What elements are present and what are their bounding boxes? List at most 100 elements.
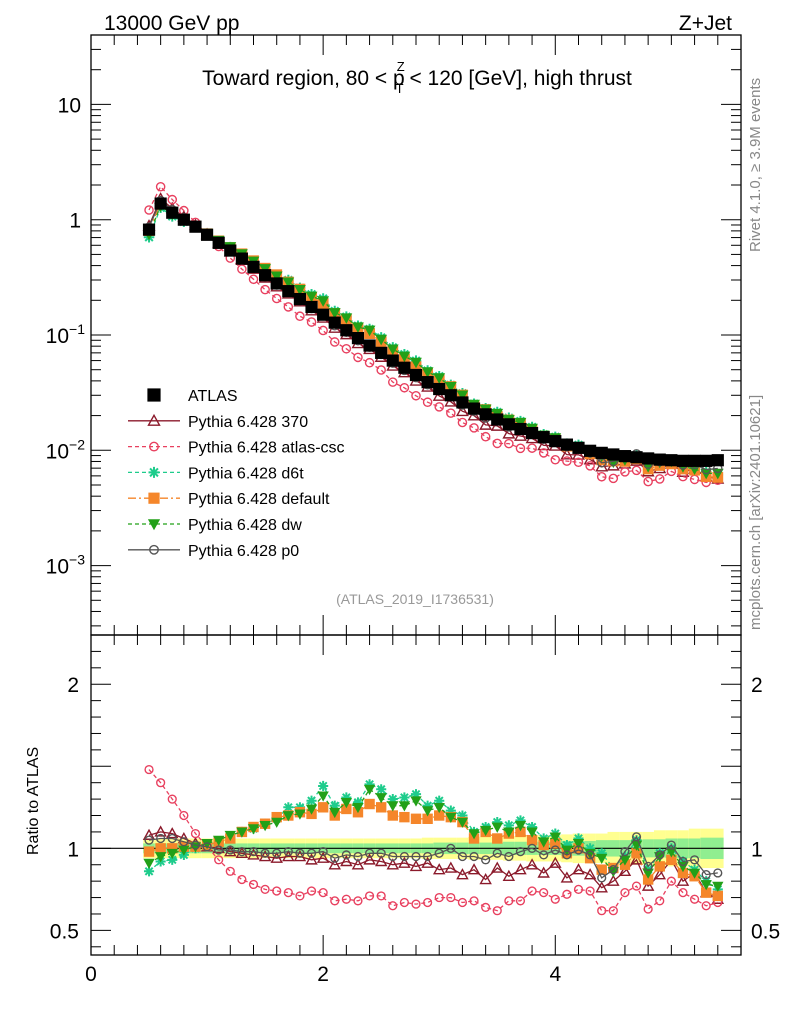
- ratio-point-p370: [409, 859, 423, 872]
- ratio-point-dw: [596, 853, 608, 865]
- ratio-point-p0: [527, 843, 537, 853]
- ratio-line-p370: [148, 831, 719, 900]
- data-point-atlas_csc: [271, 293, 282, 304]
- ratio-point-atlas_csc: [283, 888, 293, 898]
- ratio-point-d6t: [585, 843, 596, 854]
- ratio-point-atlas_csc: [678, 888, 688, 898]
- ratio-point-dw: [294, 809, 306, 820]
- ratio-y-tick-label-right: 0.5: [751, 920, 780, 943]
- data-point-dw: [305, 291, 318, 303]
- ratio-point-p0: [283, 847, 293, 857]
- data-point-atlas_csc: [376, 365, 386, 375]
- ratio-point-d6t: [434, 795, 445, 806]
- ratio-point-atlas_csc: [481, 902, 491, 913]
- ratio-point-p370: [676, 874, 690, 886]
- ratio-point-p0: [422, 851, 433, 862]
- ratio-point-p0: [388, 851, 398, 862]
- ratio-point-atlas_csc: [190, 828, 201, 839]
- data-point-atlas: [444, 389, 457, 402]
- ratio-point-d6t: [457, 810, 468, 821]
- data-point-atlas: [200, 228, 214, 241]
- ratio-point-dw: [445, 812, 457, 824]
- ratio-point-p0: [562, 850, 572, 860]
- ratio-point-dw: [224, 830, 236, 842]
- ratio-point-p0: [214, 845, 224, 855]
- plot-title-sub: T: [396, 81, 404, 96]
- ratio-point-dw: [363, 784, 376, 796]
- data-point-p370: [479, 418, 493, 430]
- ratio-point-atlas_csc: [156, 778, 166, 788]
- ratio-point-p370: [583, 868, 597, 880]
- ratio-point-p0: [701, 869, 711, 880]
- ratio-point-p370: [328, 858, 341, 870]
- data-point-atlas: [607, 448, 620, 461]
- data-point-atlas: [618, 450, 632, 463]
- ratio-point-dw: [688, 868, 701, 879]
- ratio-point-p370: [502, 869, 516, 881]
- plot-title-post: < 120 [GeV], high thrust: [404, 67, 632, 90]
- ratio-point-default: [375, 802, 387, 813]
- data-point-atlas_csc: [527, 443, 537, 453]
- ratio-point-d6t: [283, 802, 294, 813]
- ratio-point-p0: [539, 850, 549, 860]
- data-point-dw: [433, 373, 446, 384]
- ratio-point-dw: [479, 825, 492, 837]
- series-ratio-atlas_csc: [144, 764, 723, 916]
- series-ratio-p0: [144, 832, 723, 883]
- ratio-point-p370: [363, 853, 376, 865]
- ratio-point-p0: [318, 847, 328, 857]
- ratio-point-p0: [713, 868, 723, 878]
- process-label: Z+Jet: [679, 12, 732, 35]
- ratio-point-atlas_csc: [306, 886, 317, 896]
- data-point-dw: [328, 308, 341, 319]
- ratio-point-dw: [166, 848, 178, 860]
- data-point-atlas: [642, 452, 655, 465]
- data-point-atlas_csc: [248, 274, 259, 285]
- ratio-point-p0: [678, 856, 688, 867]
- y-tick-label: 1: [69, 210, 81, 233]
- ratio-point-p0: [515, 847, 526, 857]
- ratio-point-p0: [504, 851, 514, 862]
- ratio-point-p370: [351, 858, 365, 870]
- data-point-atlas_csc: [492, 438, 503, 449]
- data-point-atlas: [560, 438, 573, 451]
- series-line-atlas_csc: [148, 185, 718, 484]
- ratio-point-p0: [446, 843, 456, 853]
- ratio-point-dw: [433, 802, 445, 814]
- ratio-point-p0: [585, 850, 595, 860]
- data-point-dw: [363, 325, 376, 337]
- data-point-atlas: [305, 300, 318, 314]
- ratio-point-atlas_csc: [364, 891, 375, 901]
- ratio-point-default: [410, 813, 422, 824]
- x-tick-label: 0: [85, 963, 97, 986]
- ratio-point-atlas_csc: [573, 884, 584, 894]
- data-point-atlas_csc: [283, 302, 294, 312]
- data-point-p370: [432, 389, 446, 401]
- data-point-atlas: [398, 361, 411, 374]
- legend-label: ATLAS: [188, 388, 238, 405]
- ratio-point-p370: [525, 858, 539, 870]
- ratio-point-p370: [224, 845, 237, 857]
- plot-title-sup: Z: [397, 59, 405, 74]
- ratio-point-atlas_csc: [504, 896, 514, 906]
- ratio-point-atlas_csc: [631, 881, 642, 891]
- ratio-point-default: [399, 811, 410, 823]
- energy-label: 13000 GeV pp: [104, 12, 239, 35]
- legend-entry-p0: Pythia 6.428 p0: [128, 543, 299, 560]
- data-point-atlas: [259, 269, 272, 282]
- legend-marker: [147, 413, 161, 426]
- data-point-atlas: [235, 252, 248, 265]
- data-point-atlas_csc: [631, 465, 642, 476]
- data-point-atlas_csc: [306, 317, 317, 327]
- ratio-point-atlas_csc: [237, 874, 247, 885]
- ratio-point-d6t: [376, 784, 387, 795]
- ratio-point-d6t: [503, 820, 514, 831]
- legend-entry-d6t: Pythia 6.428 d6t: [128, 465, 304, 482]
- ratio-point-p0: [144, 835, 154, 845]
- ratio-point-dw: [549, 832, 561, 843]
- data-point-atlas: [142, 223, 156, 236]
- ratio-point-atlas_csc: [353, 896, 363, 906]
- ratio-point-d6t: [410, 789, 422, 800]
